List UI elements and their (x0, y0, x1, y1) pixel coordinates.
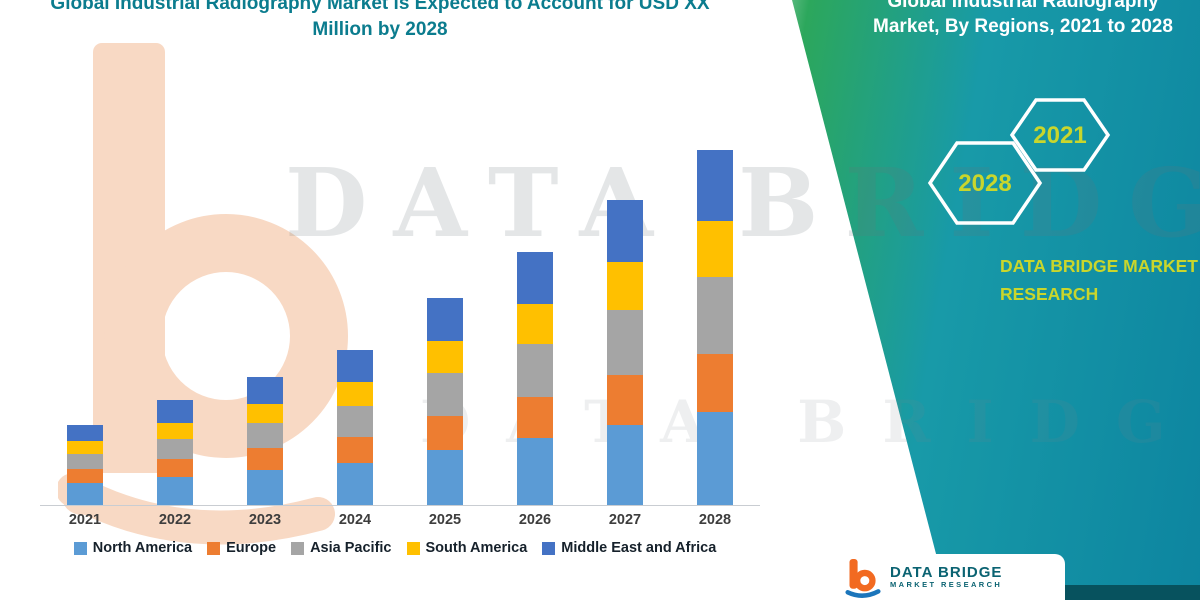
bar-segment-europe (337, 437, 373, 463)
bar-segment-europe (517, 397, 553, 438)
x-axis-label-2022: 2022 (158, 512, 192, 528)
bar-column-2025 (427, 298, 463, 505)
x-axis-label-2026: 2026 (518, 512, 552, 528)
x-axis-label-2024: 2024 (338, 512, 372, 528)
bar-segment-middle-east-and-africa (607, 200, 643, 262)
bar-segment-north-america (67, 483, 103, 505)
x-axis-label-2021: 2021 (68, 512, 102, 528)
bar-column-2027 (607, 200, 643, 505)
legend-label-middle-east-and-africa: Middle East and Africa (561, 540, 717, 556)
bar-segment-middle-east-and-africa (247, 377, 283, 404)
legend-swatch-middle-east-and-africa (542, 541, 556, 555)
footer-logo-card: DATA BRIDGE MARKET RESEARCH (833, 554, 1065, 600)
hexagon-2028: 2028 (927, 141, 1043, 225)
bar-segment-asia-pacific (607, 310, 643, 375)
bar-segment-south-america (427, 341, 463, 373)
x-axis-labels: 2021 2022 2023 2024 2025 2026 2027 2028 (40, 512, 760, 532)
bar-segment-north-america (607, 425, 643, 505)
bar-segment-north-america (247, 470, 283, 505)
bar-segment-asia-pacific (247, 423, 283, 448)
bar-segment-north-america (517, 438, 553, 505)
bar-column-2028 (697, 150, 733, 505)
bar-segment-asia-pacific (337, 406, 373, 437)
bar-segment-south-america (247, 404, 283, 423)
panel-brand-line1: DATA BRIDGE MARKET (1000, 256, 1198, 276)
bar-column-2023 (247, 377, 283, 505)
hexagon-year-badges: 2028 2021 (927, 98, 1111, 225)
plot-area (40, 140, 760, 506)
watermark-text: DATA BRIDGE (285, 148, 1200, 259)
bar-segment-asia-pacific (157, 439, 193, 459)
bar-segment-north-america (157, 477, 193, 505)
legend-item-middle-east-and-africa: Middle East and Africa (542, 540, 716, 556)
legend-item-asia-pacific: Asia Pacific (291, 540, 392, 556)
bar-column-2022 (157, 400, 193, 505)
bar-segment-asia-pacific (67, 454, 103, 469)
bar-segment-asia-pacific (427, 373, 463, 416)
x-axis-label-2027: 2027 (608, 512, 642, 528)
bar-segment-asia-pacific (697, 277, 733, 354)
bar-segment-south-america (517, 304, 553, 344)
chart-legend: North America Europe Asia Pacific South Ame… (10, 540, 780, 556)
legend-label-south-america: South America (425, 540, 528, 556)
bar-segment-middle-east-and-africa (697, 150, 733, 221)
bar-segment-middle-east-and-africa (157, 400, 193, 423)
bar-segment-europe (697, 354, 733, 412)
bar-column-2021 (67, 425, 103, 505)
legend-swatch-europe (207, 541, 221, 555)
data-bridge-logo-icon (845, 559, 881, 598)
bar-segment-europe (247, 448, 283, 470)
bar-segment-south-america (157, 423, 193, 439)
bar-segment-north-america (427, 450, 463, 505)
legend-swatch-asia-pacific (291, 541, 305, 555)
bar-segment-south-america (697, 221, 733, 277)
bar-segment-south-america (67, 441, 103, 454)
hexagon-2021: 2021 (1009, 98, 1111, 172)
panel-brand-text: DATA BRIDGE MARKET RESEARCH (1000, 252, 1198, 308)
legend-item-europe: Europe (207, 540, 276, 556)
panel-brand-line2: RESEARCH (1000, 284, 1099, 304)
side-panel-title: Global Industrial Radiography Market, By… (873, 0, 1173, 37)
bar-segment-north-america (337, 463, 373, 505)
legend-label-asia-pacific: Asia Pacific (310, 540, 392, 556)
bar-segment-europe (607, 375, 643, 425)
footer-brand-text: DATA BRIDGE MARKET RESEARCH (890, 564, 1002, 590)
legend-swatch-south-america (406, 541, 420, 555)
bar-segment-middle-east-and-africa (337, 350, 373, 382)
legend-label-europe: Europe (226, 540, 277, 556)
footer-brand-name: DATA BRIDGE (890, 564, 1003, 582)
bar-segment-middle-east-and-africa (517, 252, 553, 304)
hexagon-year-2028: 2028 (958, 170, 1011, 197)
bar-segment-middle-east-and-africa (427, 298, 463, 341)
bar-segment-south-america (337, 382, 373, 406)
bar-segment-middle-east-and-africa (67, 425, 103, 441)
legend-item-south-america: South America (406, 540, 528, 556)
bar-segment-europe (157, 459, 193, 477)
bar-segment-europe (67, 469, 103, 483)
footer-brand-subtitle: MARKET RESEARCH (890, 580, 1003, 590)
bar-segment-north-america (697, 412, 733, 505)
x-axis-label-2025: 2025 (428, 512, 462, 528)
x-axis-label-2023: 2023 (248, 512, 282, 528)
legend-swatch-north-america (73, 541, 87, 555)
chart-title: Global Industrial Radiography Market is … (50, 0, 710, 40)
bar-segment-europe (427, 416, 463, 450)
hexagon-year-2021: 2021 (1033, 122, 1086, 149)
bar-segment-south-america (607, 262, 643, 310)
legend-label-north-america: North America (92, 540, 193, 556)
legend-item-north-america: North America (73, 540, 193, 556)
bar-segment-asia-pacific (517, 344, 553, 397)
x-axis-label-2028: 2028 (698, 512, 732, 528)
bar-column-2024 (337, 350, 373, 505)
bar-column-2026 (517, 252, 553, 505)
